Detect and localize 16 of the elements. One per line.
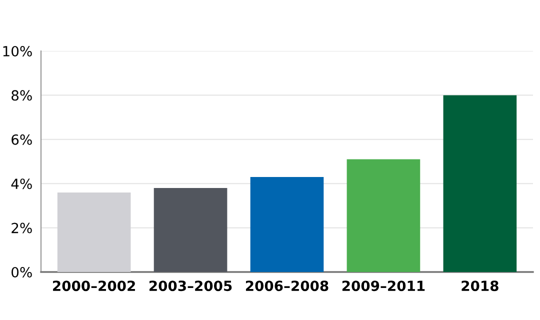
y-tick-label: 2% [12, 222, 32, 234]
x-tick-label: 2000–2002 [53, 280, 135, 292]
bar [250, 176, 324, 272]
y-tick-label: 4% [11, 178, 32, 190]
bar [346, 159, 420, 272]
x-tick-label: 2006–2008 [246, 280, 328, 292]
bar [154, 188, 228, 272]
x-tick-label: 2003–2005 [150, 280, 232, 292]
y-tick-label: 8% [12, 90, 32, 101]
bar [443, 95, 517, 272]
x-tick-label: 2018 [462, 280, 498, 292]
x-tick-label: 2009–2011 [342, 280, 425, 292]
y-tick-label: 0% [12, 266, 32, 278]
bar [57, 192, 131, 272]
y-tick-label: 6% [12, 134, 32, 145]
y-tick-label: 10% [3, 46, 32, 56]
